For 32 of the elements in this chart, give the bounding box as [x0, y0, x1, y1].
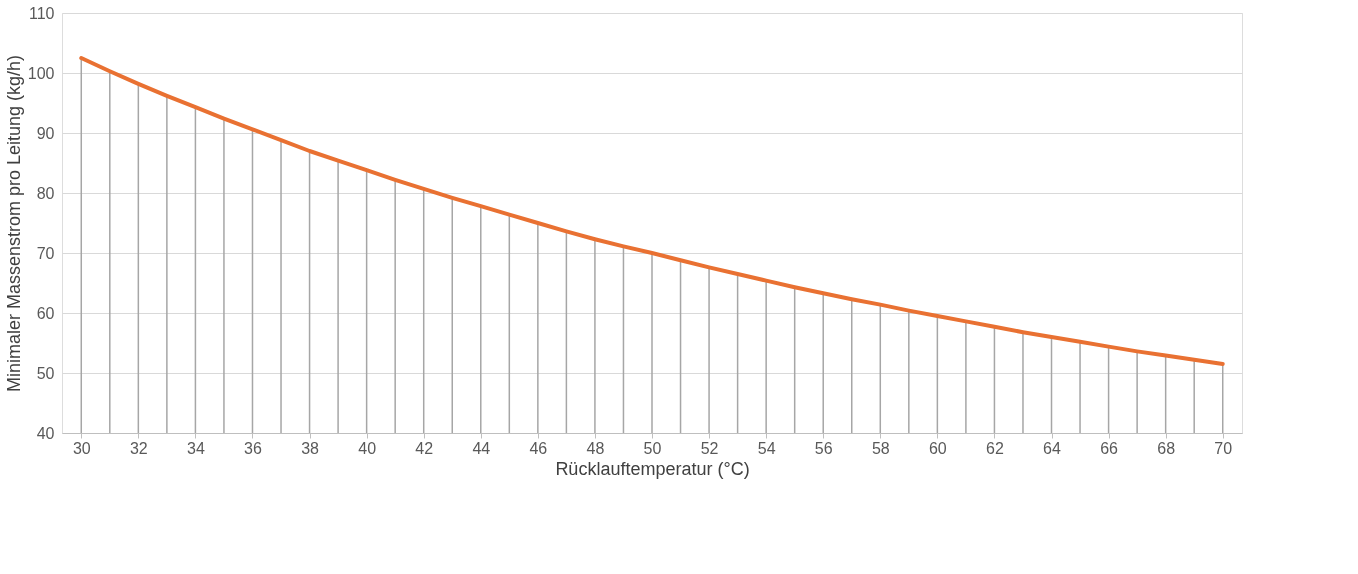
y-axis-title: Minimaler Massenstrom pro Leitung (kg/h)	[3, 54, 24, 393]
x-tick-label: 54	[757, 439, 776, 457]
y-tick-label: 100	[27, 64, 55, 82]
y-tick-label: 50	[36, 364, 55, 382]
y-tick-label: 60	[36, 304, 55, 322]
x-tick-label: 32	[129, 439, 148, 457]
x-tick-label: 58	[871, 439, 890, 457]
y-tick-label: 40	[36, 424, 55, 442]
x-tick-label: 30	[72, 439, 91, 457]
x-tick-label: 46	[529, 439, 548, 457]
x-axis-title: Rücklauftemperatur (°C)	[555, 458, 750, 479]
x-tick-label: 42	[415, 439, 434, 457]
x-tick-label: 70	[1214, 439, 1233, 457]
x-tick-label: 34	[187, 439, 205, 457]
x-tick-label: 44	[472, 439, 491, 457]
x-tick-label: 66	[1100, 439, 1119, 457]
x-tick-label: 38	[301, 439, 320, 457]
x-tick-label: 64	[1043, 439, 1062, 457]
y-tick-label: 110	[28, 4, 55, 22]
x-tick-label: 52	[700, 439, 719, 457]
y-tick-label: 80	[36, 184, 55, 202]
x-tick-label: 36	[244, 439, 262, 457]
x-tick-label: 60	[928, 439, 947, 457]
y-tick-label: 70	[36, 244, 55, 262]
x-tick-label: 40	[358, 439, 377, 457]
x-tick-label: 68	[1157, 439, 1176, 457]
x-tick-label: 62	[986, 439, 1004, 457]
line-series	[79, 56, 1225, 366]
x-tick-label: 48	[586, 439, 605, 457]
x-tick-label: 50	[643, 439, 662, 457]
x-tick-label: 56	[814, 439, 833, 457]
y-tick-label: 90	[36, 124, 55, 142]
